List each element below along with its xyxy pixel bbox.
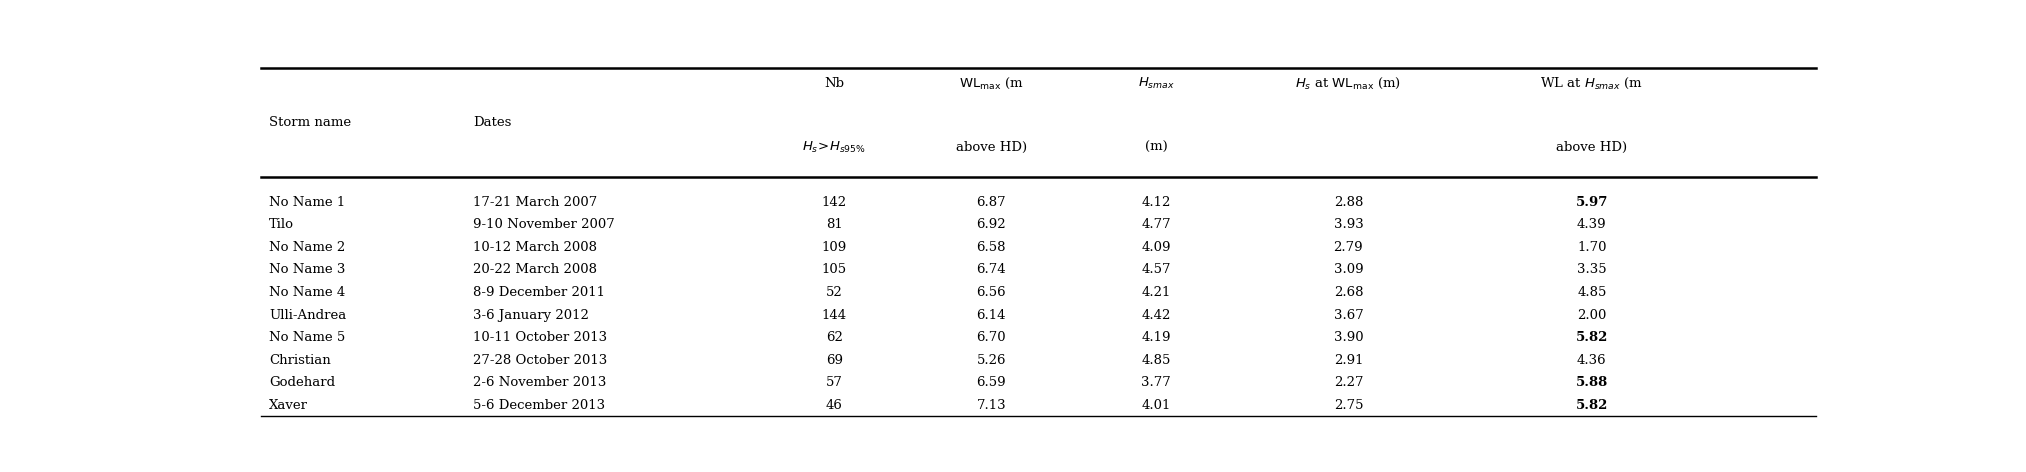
Text: 1.70: 1.70 (1576, 241, 1607, 254)
Text: Tilo: Tilo (269, 219, 294, 231)
Text: Christian: Christian (269, 354, 330, 367)
Text: 2.00: 2.00 (1576, 309, 1607, 321)
Text: 3.90: 3.90 (1333, 331, 1363, 344)
Text: 6.70: 6.70 (977, 331, 1007, 344)
Text: 69: 69 (827, 354, 843, 367)
Text: 62: 62 (827, 331, 843, 344)
Text: 2.68: 2.68 (1333, 286, 1363, 299)
Text: 8-9 December 2011: 8-9 December 2011 (474, 286, 606, 299)
Text: 4.85: 4.85 (1141, 354, 1171, 367)
Text: 4.39: 4.39 (1576, 219, 1607, 231)
Text: 6.74: 6.74 (977, 263, 1007, 277)
Text: 4.09: 4.09 (1141, 241, 1171, 254)
Text: 5.97: 5.97 (1576, 196, 1609, 209)
Text: 3.93: 3.93 (1333, 219, 1363, 231)
Text: No Name 5: No Name 5 (269, 331, 344, 344)
Text: Xaver: Xaver (269, 399, 308, 412)
Text: No Name 4: No Name 4 (269, 286, 344, 299)
Text: No Name 3: No Name 3 (269, 263, 344, 277)
Text: 109: 109 (823, 241, 847, 254)
Text: 3-6 January 2012: 3-6 January 2012 (474, 309, 590, 321)
Text: 2-6 November 2013: 2-6 November 2013 (474, 376, 606, 389)
Text: $H_s\!>\!H_{s95\%}$: $H_s\!>\!H_{s95\%}$ (802, 140, 867, 155)
Text: 6.59: 6.59 (977, 376, 1007, 389)
Text: 4.21: 4.21 (1141, 286, 1171, 299)
Text: 5.26: 5.26 (977, 354, 1007, 367)
Text: 144: 144 (823, 309, 847, 321)
Text: No Name 1: No Name 1 (269, 196, 344, 209)
Text: 6.56: 6.56 (977, 286, 1007, 299)
Text: 3.35: 3.35 (1576, 263, 1607, 277)
Text: 5.82: 5.82 (1576, 331, 1609, 344)
Text: 6.14: 6.14 (977, 309, 1007, 321)
Text: 3.67: 3.67 (1333, 309, 1363, 321)
Text: 3.09: 3.09 (1333, 263, 1363, 277)
Text: 4.01: 4.01 (1141, 399, 1171, 412)
Text: 4.57: 4.57 (1141, 263, 1171, 277)
Text: 2.79: 2.79 (1333, 241, 1363, 254)
Text: 6.58: 6.58 (977, 241, 1007, 254)
Text: Dates: Dates (474, 116, 511, 128)
Text: 4.19: 4.19 (1141, 331, 1171, 344)
Text: 17-21 March 2007: 17-21 March 2007 (474, 196, 598, 209)
Text: 5-6 December 2013: 5-6 December 2013 (474, 399, 606, 412)
Text: 2.88: 2.88 (1333, 196, 1363, 209)
Text: 5.88: 5.88 (1576, 376, 1609, 389)
Text: above HD): above HD) (956, 141, 1027, 154)
Text: Ulli-Andrea: Ulli-Andrea (269, 309, 346, 321)
Text: $H_{smax}$: $H_{smax}$ (1137, 76, 1175, 92)
Text: 2.27: 2.27 (1333, 376, 1363, 389)
Text: 4.36: 4.36 (1576, 354, 1607, 367)
Text: 20-22 March 2008: 20-22 March 2008 (474, 263, 598, 277)
Text: 6.92: 6.92 (977, 219, 1007, 231)
Text: 4.77: 4.77 (1141, 219, 1171, 231)
Text: 105: 105 (823, 263, 847, 277)
Text: 2.75: 2.75 (1333, 399, 1363, 412)
Text: $H_s$ at $\mathrm{WL_{max}}$ (m): $H_s$ at $\mathrm{WL_{max}}$ (m) (1295, 76, 1402, 92)
Text: 2.91: 2.91 (1333, 354, 1363, 367)
Text: 81: 81 (827, 219, 843, 231)
Text: WL at $H_{smax}$ (m: WL at $H_{smax}$ (m (1540, 76, 1643, 92)
Text: 52: 52 (827, 286, 843, 299)
Text: 10-12 March 2008: 10-12 March 2008 (474, 241, 598, 254)
Text: Nb: Nb (825, 77, 845, 91)
Text: 7.13: 7.13 (977, 399, 1007, 412)
Text: 46: 46 (827, 399, 843, 412)
Text: $\mathrm{WL_{max}}$ (m: $\mathrm{WL_{max}}$ (m (958, 76, 1023, 92)
Text: 5.82: 5.82 (1576, 399, 1609, 412)
Text: 6.87: 6.87 (977, 196, 1007, 209)
Text: above HD): above HD) (1556, 141, 1627, 154)
Text: 142: 142 (823, 196, 847, 209)
Text: 4.42: 4.42 (1141, 309, 1171, 321)
Text: 3.77: 3.77 (1141, 376, 1171, 389)
Text: 27-28 October 2013: 27-28 October 2013 (474, 354, 608, 367)
Text: No Name 2: No Name 2 (269, 241, 344, 254)
Text: 9-10 November 2007: 9-10 November 2007 (474, 219, 614, 231)
Text: 57: 57 (827, 376, 843, 389)
Text: Godehard: Godehard (269, 376, 334, 389)
Text: 4.12: 4.12 (1141, 196, 1171, 209)
Text: (m): (m) (1145, 141, 1167, 154)
Text: 4.85: 4.85 (1576, 286, 1607, 299)
Text: 10-11 October 2013: 10-11 October 2013 (474, 331, 608, 344)
Text: Storm name: Storm name (269, 116, 350, 128)
